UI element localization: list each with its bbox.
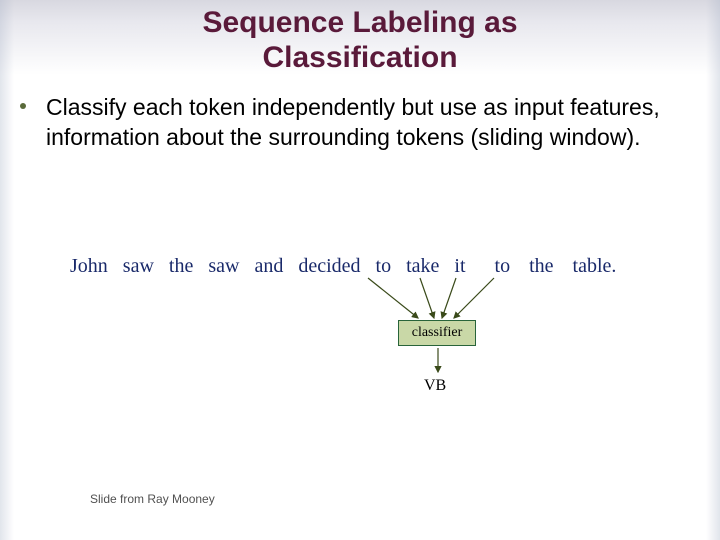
arrow-classifier-to-output [430,346,446,378]
classifier-box: classifier [398,320,476,346]
right-edge-gradient [706,0,720,540]
token: and [254,255,283,278]
example-sentence: John saw the saw and decided to take it … [70,255,700,278]
bullet-text: Classify each token independently but us… [46,93,690,153]
token: to [376,255,392,278]
title-line-2: Classification [262,41,457,74]
token: to [495,255,511,278]
classifier-label: classifier [412,325,463,340]
title-line-1: Sequence Labeling as [202,6,517,39]
slide-attribution: Slide from Ray Mooney [90,492,215,506]
token: take [406,255,439,278]
token: the [169,255,193,278]
output-tag: VB [424,377,446,395]
token: decided [298,255,360,278]
token: John [70,255,108,278]
arrow-it-to-classifier [450,276,500,322]
token: saw [208,255,239,278]
token: it [454,255,465,278]
slide-title: Sequence Labeling as Classification [0,0,720,75]
left-edge-gradient [0,0,14,540]
token: table. [573,255,617,278]
bullet-block: Classify each token independently but us… [26,93,690,153]
token: the [529,255,553,278]
token: saw [123,255,154,278]
bullet-dot-icon [20,103,26,109]
